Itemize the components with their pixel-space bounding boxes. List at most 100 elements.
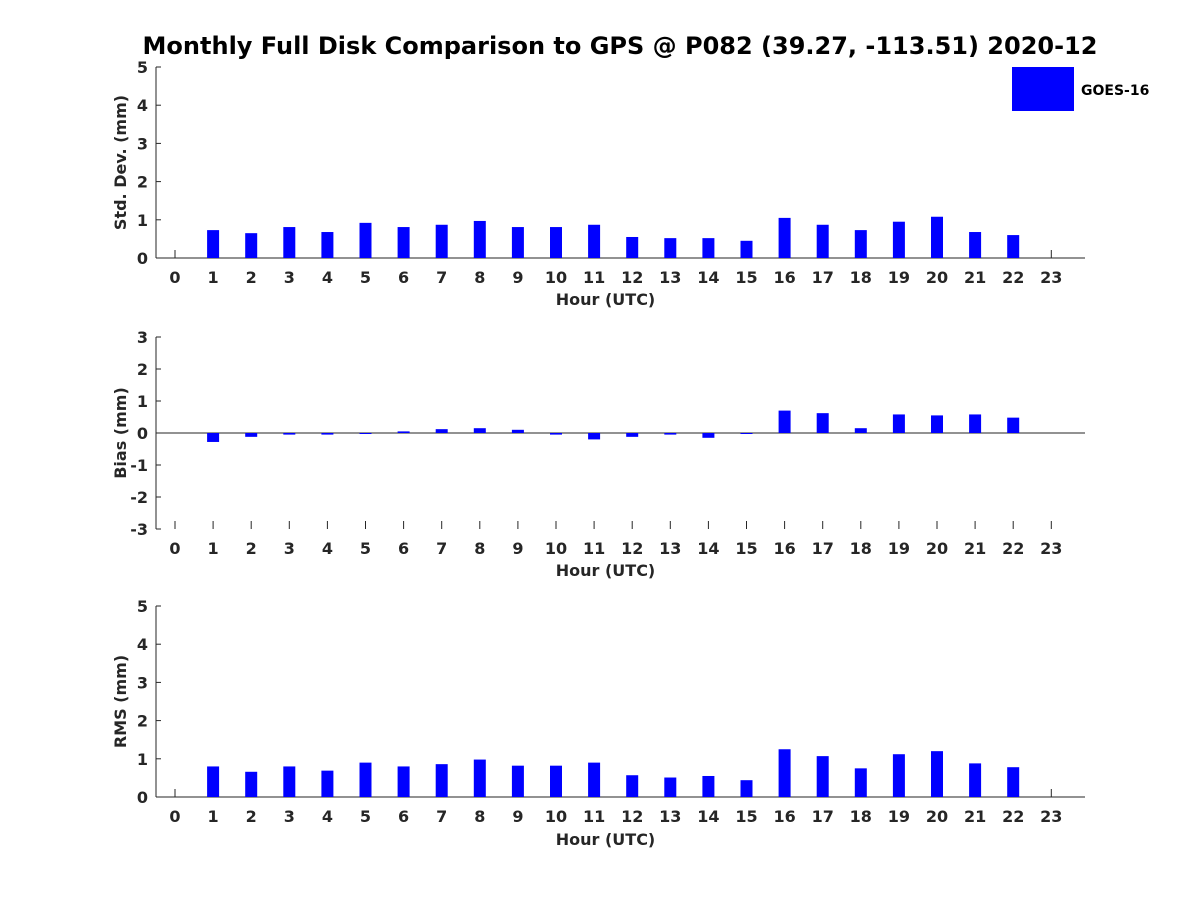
x-tick-label: 1: [208, 539, 219, 558]
y-axis-label: Bias (mm): [111, 387, 130, 479]
y-tick-label: -3: [130, 520, 148, 539]
x-tick-label: 8: [474, 268, 485, 287]
x-tick-label: 9: [512, 539, 523, 558]
x-tick-label: 8: [474, 807, 485, 826]
x-tick-label: 6: [398, 807, 409, 826]
x-tick-label: 20: [926, 539, 948, 558]
bar-hour-11: [588, 762, 601, 797]
x-tick-label: 10: [545, 539, 567, 558]
x-tick-label: 16: [773, 539, 795, 558]
x-tick-label: 15: [735, 539, 757, 558]
x-tick-label: 0: [169, 807, 180, 826]
x-tick-label: 14: [697, 807, 719, 826]
y-axis-label: Std. Dev. (mm): [111, 95, 130, 230]
x-tick-label: 1: [208, 807, 219, 826]
x-tick-label: 12: [621, 268, 643, 287]
bar-hour-11: [588, 433, 601, 440]
bar-hour-22: [1007, 767, 1020, 797]
x-tick-label: 2: [246, 539, 257, 558]
bar-hour-18: [854, 230, 867, 258]
bar-hour-3: [283, 433, 296, 435]
bar-hour-19: [892, 221, 905, 258]
x-axis-label: Hour (UTC): [556, 290, 656, 309]
bar-hour-6: [397, 766, 410, 797]
bar-hour-12: [626, 236, 639, 258]
x-tick-label: 18: [850, 807, 872, 826]
y-tick-label: 3: [137, 328, 148, 347]
y-tick-label: 3: [137, 134, 148, 153]
y-tick-label: 0: [137, 424, 148, 443]
bar-hour-1: [207, 433, 220, 442]
bar-hour-5: [359, 762, 372, 797]
x-tick-label: 12: [621, 807, 643, 826]
x-tick-label: 13: [659, 268, 681, 287]
y-tick-label: 1: [137, 211, 148, 230]
x-tick-label: 5: [360, 807, 371, 826]
bar-hour-7: [435, 224, 448, 258]
x-tick-label: 3: [284, 268, 295, 287]
bar-hour-4: [321, 770, 334, 797]
x-tick-label: 20: [926, 268, 948, 287]
legend-swatch: [1012, 67, 1074, 111]
x-tick-label: 3: [284, 539, 295, 558]
x-axis-label: Hour (UTC): [556, 830, 656, 849]
x-tick-label: 6: [398, 268, 409, 287]
bar-hour-10: [550, 227, 562, 258]
bar-hour-3: [283, 227, 296, 258]
bar-hour-9: [511, 429, 524, 433]
bar-hour-2: [245, 233, 258, 258]
bar-hour-6: [397, 431, 410, 433]
bar-hour-11: [588, 224, 601, 258]
y-tick-label: 1: [137, 750, 148, 769]
legend: GOES-16: [1012, 67, 1149, 111]
bar-hour-9: [511, 765, 524, 797]
x-tick-label: 15: [735, 268, 757, 287]
bar-hour-9: [511, 227, 524, 258]
bar-hour-7: [435, 429, 448, 433]
bar-hour-22: [1007, 235, 1020, 258]
x-tick-label: 7: [436, 539, 447, 558]
x-tick-label: 21: [964, 807, 986, 826]
y-tick-label: 3: [137, 673, 148, 692]
x-tick-label: 10: [545, 807, 567, 826]
bar-hour-12: [626, 775, 639, 797]
bar-hour-14: [702, 433, 715, 438]
x-tick-label: 23: [1040, 807, 1062, 826]
chart-title: Monthly Full Disk Comparison to GPS @ P0…: [143, 32, 1098, 60]
bar-hour-18: [854, 428, 867, 433]
bar-hour-20: [931, 216, 943, 258]
bar-hour-13: [664, 433, 677, 435]
bar-hour-1: [207, 230, 220, 258]
y-tick-label: 0: [137, 788, 148, 807]
x-tick-label: 0: [169, 268, 180, 287]
y-axis-label: RMS (mm): [111, 655, 130, 748]
bar-hour-8: [473, 428, 486, 433]
x-tick-label: 16: [773, 807, 795, 826]
bar-hour-8: [473, 220, 486, 258]
bar-hour-21: [969, 232, 982, 258]
x-tick-label: 22: [1002, 268, 1024, 287]
bar-hour-1: [207, 766, 220, 797]
legend-label: GOES-16: [1081, 83, 1149, 99]
bar-hour-6: [397, 227, 410, 258]
x-tick-label: 19: [888, 539, 910, 558]
x-tick-label: 0: [169, 539, 180, 558]
bar-hour-16: [778, 410, 791, 433]
x-tick-label: 1: [208, 268, 219, 287]
x-tick-label: 6: [398, 539, 409, 558]
x-tick-label: 7: [436, 807, 447, 826]
bar-hour-4: [321, 232, 334, 258]
bar-hour-17: [816, 756, 829, 797]
x-tick-label: 22: [1002, 539, 1024, 558]
x-tick-label: 13: [659, 539, 681, 558]
x-tick-label: 17: [812, 268, 834, 287]
x-tick-label: 2: [246, 268, 257, 287]
x-tick-label: 5: [360, 268, 371, 287]
x-tick-label: 14: [697, 539, 719, 558]
x-tick-label: 11: [583, 807, 605, 826]
bar-hour-10: [550, 765, 562, 797]
